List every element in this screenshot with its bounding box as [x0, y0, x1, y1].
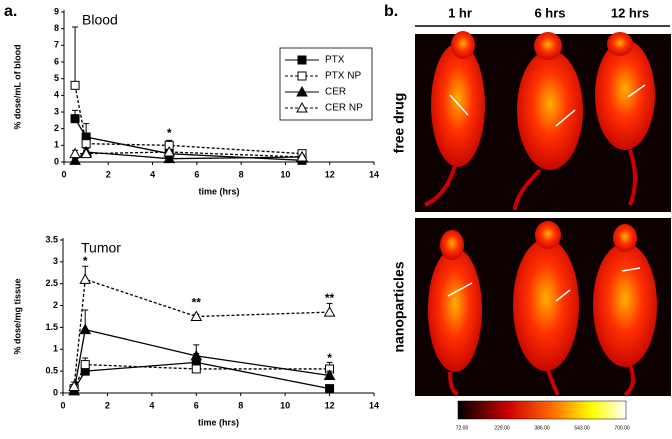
- legend-label: PTX NP: [325, 71, 361, 82]
- annotation: **: [192, 296, 202, 310]
- marker: [191, 364, 201, 374]
- x-tick-label: 6: [194, 400, 199, 410]
- annotation: *: [327, 351, 332, 365]
- y-tick-label: 2: [53, 300, 58, 310]
- y-tick-label: 8: [54, 23, 59, 33]
- marker: [190, 310, 203, 321]
- marker: [80, 360, 90, 370]
- y-tick-label: 5: [54, 73, 59, 83]
- x-tick-label: 6: [194, 169, 199, 179]
- x-tick-label: 4: [150, 169, 155, 179]
- colorbar-label: 700.00: [614, 425, 630, 431]
- legend-label: CER NP: [325, 103, 363, 114]
- series-line: [75, 151, 303, 158]
- x-axis-label: time (hrs): [198, 186, 239, 196]
- marker: [325, 384, 335, 394]
- x-tick-label: 4: [149, 400, 154, 410]
- marker: [68, 380, 80, 391]
- annotation: *: [83, 254, 88, 268]
- y-axis-label: % dose/mL of blood: [12, 44, 22, 129]
- x-tick-label: 2: [105, 400, 110, 410]
- legend-marker: [296, 101, 308, 113]
- row-label: nanoparticles: [391, 261, 407, 352]
- marker: [80, 147, 92, 159]
- image-panel: [415, 25, 671, 420]
- colorbar-label: 72.00: [456, 425, 469, 431]
- row-label: free drug: [391, 93, 407, 154]
- x-tick-label: 12: [325, 169, 335, 179]
- x-axis-label: time (hrs): [198, 417, 239, 427]
- chart-title: Blood: [82, 12, 118, 28]
- y-tick-label: 3: [53, 256, 58, 266]
- y-tick-label: 9: [54, 6, 59, 16]
- y-tick-label: 7: [54, 40, 59, 50]
- y-axis-label: % dose/mg tissue: [12, 278, 22, 354]
- x-tick-label: 8: [238, 400, 243, 410]
- series-line: [74, 118, 303, 161]
- x-tick-label: 0: [61, 169, 66, 179]
- chart-title: Tumor: [81, 240, 121, 256]
- column-label: 6 hrs: [534, 5, 565, 20]
- annotation: *: [167, 126, 172, 140]
- panel-label: a.: [4, 3, 17, 20]
- marker: [323, 306, 336, 317]
- x-tick-label: 10: [280, 169, 290, 179]
- x-tick-label: 0: [60, 400, 65, 410]
- error-bar: [72, 26, 79, 86]
- marker: [323, 369, 336, 381]
- legend-marker: [296, 85, 308, 97]
- x-tick-label: 12: [325, 400, 335, 410]
- y-tick-label: 1.5: [45, 322, 58, 332]
- marker: [163, 145, 176, 157]
- marker: [296, 150, 308, 162]
- x-tick-label: 14: [369, 400, 379, 410]
- marker: [79, 323, 92, 335]
- x-tick-label: 8: [239, 169, 244, 179]
- series-line: [73, 278, 330, 387]
- x-tick-label: 14: [369, 169, 379, 179]
- legend-marker: [297, 55, 307, 65]
- legend-label: PTX: [325, 55, 345, 66]
- marker: [70, 80, 80, 90]
- series-line: [73, 328, 330, 391]
- x-tick-label: 10: [280, 400, 290, 410]
- marker: [70, 114, 80, 124]
- y-tick-label: 3.5: [45, 234, 58, 244]
- legend-label: CER: [325, 87, 346, 98]
- colorbar-label: 543.00: [574, 425, 590, 431]
- y-tick-label: 2.5: [45, 278, 58, 288]
- y-tick-label: 6: [54, 56, 59, 66]
- x-tick-label: 2: [106, 169, 111, 179]
- colorbar-label: 229.00: [494, 425, 510, 431]
- colorbar-label: 386.00: [534, 425, 550, 431]
- column-label: 1 hr: [448, 5, 472, 20]
- marker: [79, 273, 92, 284]
- series-line: [73, 363, 330, 389]
- y-tick-label: 3: [54, 106, 59, 116]
- legend-marker: [297, 71, 307, 81]
- y-tick-label: 1: [54, 140, 59, 150]
- marker: [190, 349, 203, 361]
- y-tick-label: 0.5: [45, 366, 58, 376]
- marker: [69, 147, 81, 159]
- y-tick-label: 2: [54, 123, 59, 133]
- marker: [163, 152, 176, 164]
- y-tick-label: 1: [53, 344, 58, 354]
- column-label: 12 hrs: [611, 5, 649, 20]
- y-tick-label: 0: [54, 156, 59, 166]
- marker: [69, 154, 81, 165]
- series-line: [74, 85, 303, 155]
- panel-label: b.: [384, 3, 398, 20]
- y-tick-label: 0: [53, 387, 58, 397]
- series-line: [73, 361, 330, 390]
- y-tick-label: 4: [54, 90, 59, 100]
- annotation: **: [325, 291, 335, 305]
